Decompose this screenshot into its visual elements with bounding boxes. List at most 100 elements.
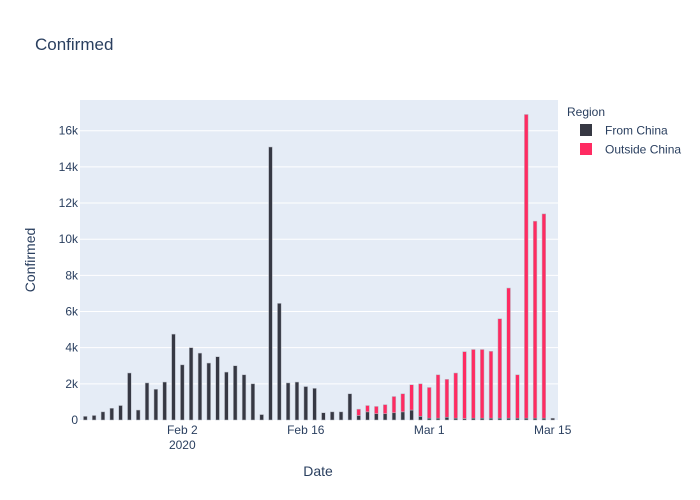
bar-outside-china[interactable] xyxy=(480,349,485,419)
bar-from-china[interactable] xyxy=(400,411,405,421)
y-tick-label: 14k xyxy=(59,160,79,174)
bar-from-china[interactable] xyxy=(118,405,123,421)
bar-from-china[interactable] xyxy=(136,409,141,421)
bar-outside-china[interactable] xyxy=(356,408,361,416)
bar-outside-china[interactable] xyxy=(515,374,520,419)
bar-outside-china[interactable] xyxy=(497,318,502,419)
bar-outside-china[interactable] xyxy=(444,379,449,418)
bar-from-china[interactable] xyxy=(480,417,485,421)
bar-outside-china[interactable] xyxy=(427,387,432,419)
bar-from-china[interactable] xyxy=(515,417,520,421)
bar-outside-china[interactable] xyxy=(435,374,441,419)
x-tick-label: Feb 2 xyxy=(167,423,198,437)
bar-from-china[interactable] xyxy=(286,382,291,421)
y-tick-label: 16k xyxy=(59,124,79,138)
bar-from-china[interactable] xyxy=(189,347,194,421)
bar-from-china[interactable] xyxy=(303,386,308,421)
y-tick-label: 10k xyxy=(59,232,79,246)
bar-from-china[interactable] xyxy=(100,411,106,421)
bar-from-china[interactable] xyxy=(171,333,176,421)
bars[interactable] xyxy=(83,114,555,421)
bar-outside-china[interactable] xyxy=(409,384,414,411)
y-tick-label: 0 xyxy=(71,413,78,427)
bar-from-china[interactable] xyxy=(532,417,538,421)
bar-outside-china[interactable] xyxy=(532,220,538,419)
x-tick-sublabel: 2020 xyxy=(169,438,196,452)
bar-from-china[interactable] xyxy=(409,409,414,421)
bar-from-china[interactable] xyxy=(550,417,555,421)
y-tick-label: 2k xyxy=(65,377,79,391)
bar-from-china[interactable] xyxy=(250,383,255,421)
bar-from-china[interactable] xyxy=(259,414,264,421)
bar-from-china[interactable] xyxy=(488,417,494,421)
bar-from-china[interactable] xyxy=(453,417,458,421)
bar-from-china[interactable] xyxy=(83,416,88,421)
bar-from-china[interactable] xyxy=(497,417,502,421)
x-tick-label: Mar 15 xyxy=(534,423,572,437)
x-tick-label: Mar 1 xyxy=(414,423,445,437)
bar-from-china[interactable] xyxy=(435,417,441,421)
bar-from-china[interactable] xyxy=(206,362,211,421)
bar-outside-china[interactable] xyxy=(462,351,467,419)
bar-outside-china[interactable] xyxy=(418,383,423,417)
gridlines xyxy=(80,130,558,385)
bar-outside-china[interactable] xyxy=(453,372,458,419)
bar-outside-china[interactable] xyxy=(383,404,388,414)
bar-outside-china[interactable] xyxy=(471,349,476,419)
legend-swatch-from-china[interactable] xyxy=(580,124,592,136)
bar-from-china[interactable] xyxy=(312,388,317,421)
bar-from-china[interactable] xyxy=(277,303,282,421)
bar-from-china[interactable] xyxy=(444,417,449,421)
bar-from-china[interactable] xyxy=(374,413,379,421)
bar-outside-china[interactable] xyxy=(541,213,546,419)
bar-from-china[interactable] xyxy=(356,415,361,421)
y-tick-label: 12k xyxy=(59,196,79,210)
bar-from-china[interactable] xyxy=(162,381,167,421)
x-tick-label: Feb 16 xyxy=(287,423,325,437)
legend-label-from-china[interactable]: From China xyxy=(605,124,668,138)
y-tick-label: 6k xyxy=(65,305,79,319)
plot-area xyxy=(80,100,558,420)
bar-from-china[interactable] xyxy=(109,407,114,421)
bar-from-china[interactable] xyxy=(153,389,158,421)
bar-from-china[interactable] xyxy=(180,364,185,421)
bar-from-china[interactable] xyxy=(541,417,546,421)
x-axis-title: Date xyxy=(303,463,333,479)
chart-title: Confirmed xyxy=(35,35,113,54)
bar-from-china[interactable] xyxy=(127,372,132,421)
bar-outside-china[interactable] xyxy=(506,287,511,419)
legend-title: Region xyxy=(567,105,605,119)
bar-outside-china[interactable] xyxy=(488,351,494,419)
bar-from-china[interactable] xyxy=(471,417,476,421)
bar-outside-china[interactable] xyxy=(400,393,405,413)
bar-outside-china[interactable] xyxy=(524,114,529,419)
bar-from-china[interactable] xyxy=(294,381,300,421)
bar-from-china[interactable] xyxy=(268,146,273,421)
bar-from-china[interactable] xyxy=(224,371,229,421)
y-axis-ticks: 0 2k 4k 6k 8k 10k 12k 14k 16k xyxy=(59,124,79,427)
bar-outside-china[interactable] xyxy=(374,406,379,414)
bar-outside-china[interactable] xyxy=(391,396,397,414)
bar-from-china[interactable] xyxy=(365,411,370,421)
bar-from-china[interactable] xyxy=(215,356,220,421)
bar-from-china[interactable] xyxy=(427,417,432,421)
bar-from-china[interactable] xyxy=(418,416,423,421)
bar-from-china[interactable] xyxy=(524,417,529,421)
bar-from-china[interactable] xyxy=(338,411,344,421)
bar-from-china[interactable] xyxy=(233,365,238,421)
bar-from-china[interactable] xyxy=(383,413,388,421)
bar-from-china[interactable] xyxy=(391,412,397,421)
legend-swatch-outside-china[interactable] xyxy=(580,143,592,155)
y-tick-label: 8k xyxy=(65,268,79,282)
legend[interactable]: Region From China Outside China xyxy=(567,105,681,157)
bar-from-china[interactable] xyxy=(144,382,150,421)
bar-from-china[interactable] xyxy=(506,417,511,421)
bar-from-china[interactable] xyxy=(241,374,247,421)
bar-from-china[interactable] xyxy=(347,393,352,421)
bar-from-china[interactable] xyxy=(92,415,97,421)
bar-from-china[interactable] xyxy=(197,352,203,421)
bar-outside-china[interactable] xyxy=(365,405,370,413)
bar-from-china[interactable] xyxy=(330,411,335,421)
bar-from-china[interactable] xyxy=(321,412,326,421)
legend-label-outside-china[interactable]: Outside China xyxy=(605,143,681,157)
